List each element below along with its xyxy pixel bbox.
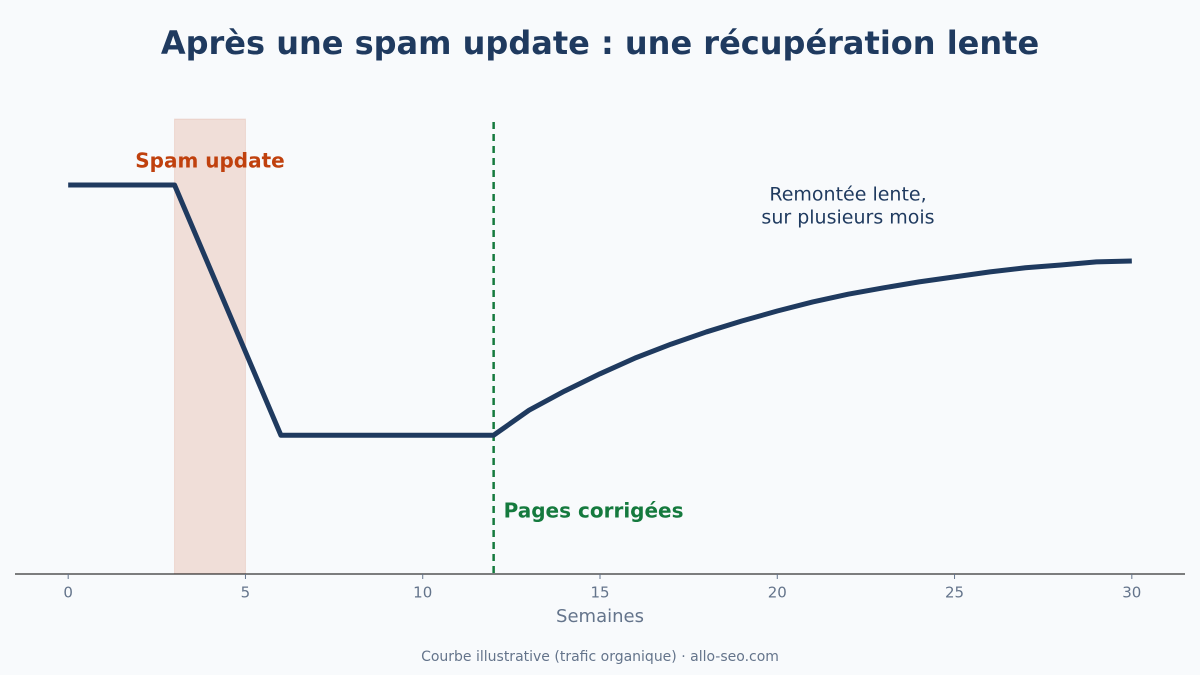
footer: Courbe illustrative (trafic organique) ·… [421, 649, 779, 665]
x-tick-label: 25 [945, 584, 964, 602]
x-tick-label: 30 [1122, 584, 1141, 602]
x-tick-label: 15 [590, 584, 609, 602]
annotation: Remontée lente, [769, 184, 926, 206]
chart-title: Après une spam update : une récupération… [161, 24, 1039, 62]
highlight-span [174, 118, 246, 575]
x-tick-label: 5 [241, 584, 251, 602]
x-tick-label: 0 [63, 584, 73, 602]
vline-label: Pages corrigées [504, 499, 684, 523]
x-tick-label: 20 [768, 584, 787, 602]
annotation: sur plusieurs mois [761, 207, 934, 229]
line-series [68, 182, 1132, 438]
span-label: Spam update [135, 149, 285, 173]
x-tick-label: 10 [413, 584, 432, 602]
x-axis-label: Semaines [556, 606, 644, 627]
